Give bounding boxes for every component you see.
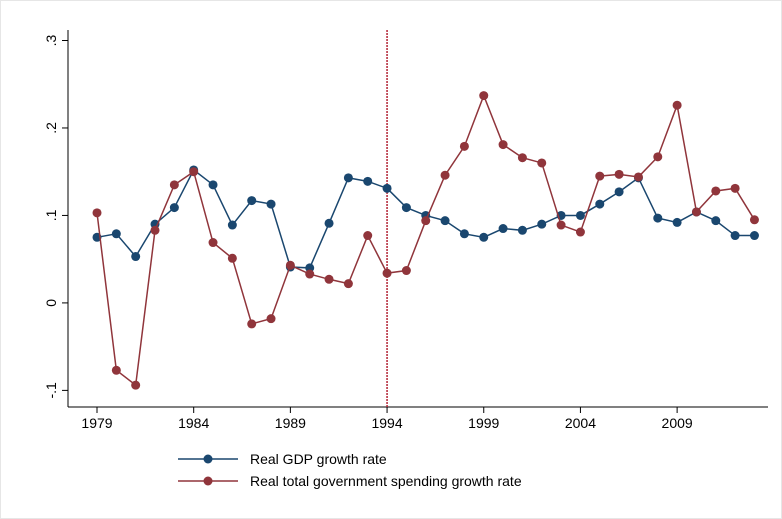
x-tick-label: 2004 (565, 415, 596, 431)
data-point (614, 169, 624, 179)
data-point (169, 180, 179, 190)
data-point (343, 279, 353, 289)
data-point (459, 229, 469, 239)
data-point (459, 141, 469, 151)
data-point (595, 199, 605, 209)
y-tick-label: .3 (43, 34, 59, 46)
data-point (537, 219, 547, 229)
data-point (131, 380, 141, 390)
data-point (382, 268, 392, 278)
y-tick-label: -.1 (43, 382, 59, 399)
data-point (517, 225, 527, 235)
legend-marker (203, 476, 213, 486)
data-point (305, 269, 315, 279)
x-tick-label: 1989 (275, 415, 306, 431)
data-point (730, 231, 740, 241)
data-point (401, 266, 411, 276)
data-point (479, 91, 489, 101)
data-point (111, 365, 121, 375)
data-point (749, 231, 759, 241)
data-point (343, 173, 353, 183)
data-point (131, 252, 141, 262)
data-point (498, 224, 508, 234)
y-tick-label: .2 (43, 122, 59, 134)
data-point (169, 203, 179, 213)
data-point (556, 220, 566, 230)
data-point (653, 152, 663, 162)
data-point (749, 215, 759, 225)
data-point (633, 172, 643, 182)
y-tick-label: 0 (43, 299, 59, 307)
data-point (150, 225, 160, 235)
data-point (111, 229, 121, 239)
data-point (208, 238, 218, 248)
data-point (421, 216, 431, 226)
y-tick-label: .1 (43, 209, 59, 221)
data-point (517, 153, 527, 163)
data-point (208, 180, 218, 190)
data-point (479, 232, 489, 242)
data-point (614, 187, 624, 197)
data-point (537, 158, 547, 168)
data-point (672, 100, 682, 110)
legend-marker (203, 454, 213, 464)
data-point (440, 170, 450, 180)
data-point (711, 216, 721, 226)
data-point (227, 220, 237, 230)
data-point (401, 203, 411, 213)
data-point (92, 208, 102, 218)
data-point (691, 207, 701, 217)
x-tick-label: 1979 (81, 415, 112, 431)
x-tick-label: 1999 (468, 415, 499, 431)
data-point (227, 253, 237, 263)
data-point (266, 199, 276, 209)
x-tick-label: 1984 (178, 415, 209, 431)
data-point (285, 260, 295, 270)
legend-label: Real total government spending growth ra… (250, 473, 522, 489)
data-point (247, 319, 257, 329)
data-point (363, 231, 373, 241)
data-point (730, 183, 740, 193)
data-point (653, 213, 663, 223)
data-point (498, 140, 508, 150)
data-point (247, 196, 257, 206)
x-tick-label: 2009 (662, 415, 693, 431)
data-point (189, 167, 199, 177)
data-point (595, 171, 605, 181)
data-point (324, 274, 334, 284)
data-point (382, 183, 392, 193)
data-point (324, 218, 334, 228)
x-tick-label: 1994 (371, 415, 402, 431)
data-point (440, 216, 450, 226)
data-point (575, 210, 585, 220)
legend-label: Real GDP growth rate (250, 451, 387, 467)
data-point (672, 217, 682, 227)
data-point (363, 176, 373, 186)
data-point (266, 314, 276, 324)
data-point (711, 186, 721, 196)
data-point (575, 227, 585, 237)
